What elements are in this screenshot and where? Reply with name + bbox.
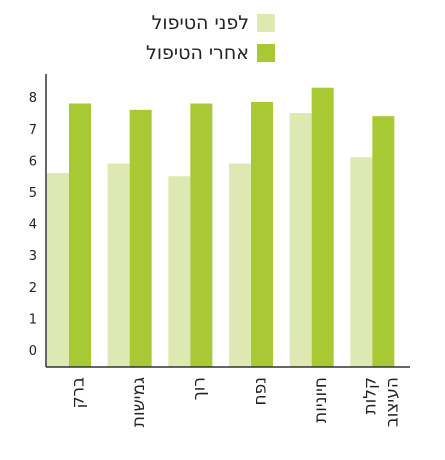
legend-label-after: אחרי הטיפול (146, 42, 249, 64)
y-tick-label: 0 (29, 344, 37, 359)
bar-before (350, 157, 373, 367)
legend-swatch-before (257, 14, 275, 32)
bar-before (47, 173, 69, 367)
bar-before (229, 163, 251, 367)
legend-item-after: אחרי הטיפול (146, 42, 275, 64)
bar-after (69, 103, 91, 368)
y-tick-label: 1 (29, 312, 37, 327)
x-category-label: רוך (190, 377, 210, 400)
legend-item-before: לפני הטיפול (152, 12, 275, 34)
y-tick-label: 7 (29, 123, 37, 138)
y-tick-label: 6 (29, 154, 37, 169)
y-tick-label: 5 (29, 186, 37, 201)
bar-before (289, 113, 312, 367)
x-category-label: ברק (68, 377, 88, 409)
y-tick-label: 4 (29, 218, 37, 233)
bar-before (107, 163, 130, 367)
x-category-label: חיוניות (311, 377, 331, 423)
x-category-label: קלות (361, 377, 381, 415)
bar-before (168, 176, 191, 367)
legend-label-before: לפני הטיפול (151, 12, 249, 34)
x-category-label: העיצוב (383, 377, 403, 427)
bar-after (190, 103, 213, 368)
bar-after (129, 109, 152, 367)
y-tick-label: 2 (29, 281, 37, 296)
bar-after (251, 101, 273, 367)
bar-after (311, 87, 334, 367)
x-category-label: נפח (250, 377, 270, 406)
legend-swatch-after (257, 44, 275, 62)
y-tick-label: 3 (29, 249, 37, 264)
x-category-label: גמישות (129, 377, 149, 427)
bar-after (372, 116, 395, 367)
y-tick-label: 8 (29, 91, 37, 106)
